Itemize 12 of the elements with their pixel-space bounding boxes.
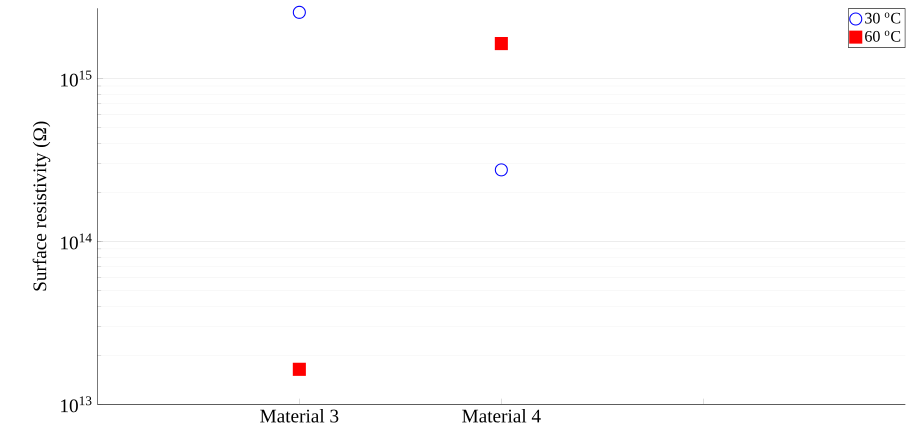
y-tick-label: 10$^{13}$ [61, 396, 92, 412]
legend-label: 60 $^{o}$C [865, 30, 900, 42]
point [292, 6, 306, 19]
point [292, 362, 306, 376]
y-tick-label: 10$^{15}$ [61, 70, 92, 87]
x-tick-label: Material 3 [260, 409, 338, 423]
point [494, 37, 508, 50]
x-tick-label: Material 4 [462, 409, 541, 423]
legend-label: 30 $^{o}$C [865, 12, 900, 24]
point [494, 163, 508, 176]
y-tick-label: 10$^{14}$ [61, 233, 92, 250]
y-axis-title: Surface resistivity (Ω) [32, 122, 50, 291]
